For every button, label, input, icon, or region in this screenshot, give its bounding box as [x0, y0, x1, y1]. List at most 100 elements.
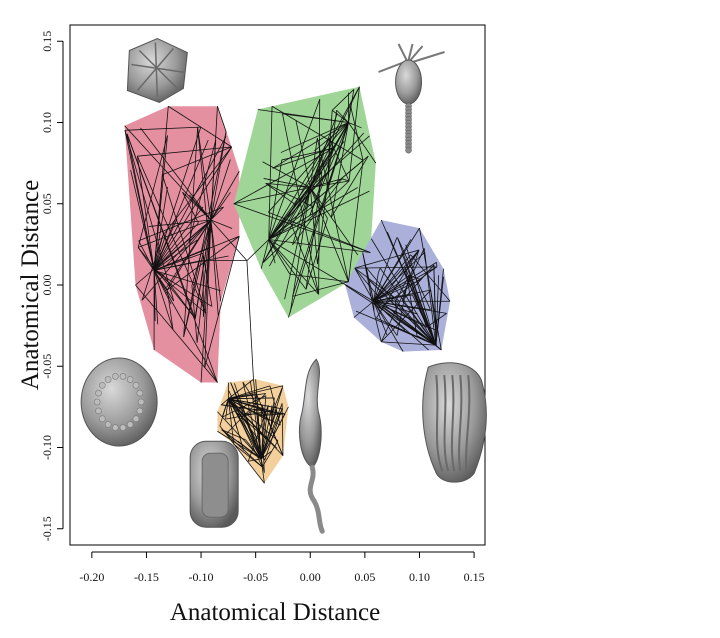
- tree-branch: [138, 240, 155, 271]
- tree-branch: [426, 313, 447, 328]
- x-tick-label: -0.20: [79, 570, 104, 584]
- tree-branch: [419, 228, 442, 351]
- tree-branch: [380, 248, 425, 343]
- tree-branch: [282, 113, 320, 295]
- tree-branch: [268, 187, 358, 240]
- y-tick-label: 0.00: [40, 275, 54, 296]
- tree-branch: [408, 275, 422, 281]
- tree-branch: [354, 266, 437, 269]
- tree-branch: [183, 131, 227, 337]
- tree-branch: [316, 138, 349, 282]
- x-tick-label: -0.10: [189, 570, 214, 584]
- tree-branch: [377, 268, 381, 273]
- tree-branch: [130, 169, 155, 271]
- tree-branch: [197, 127, 212, 221]
- tree-branch: [260, 395, 267, 459]
- tree-branch: [210, 206, 224, 221]
- tree-branch: [373, 300, 427, 328]
- tree-branch: [227, 398, 245, 451]
- tree-branch: [330, 155, 369, 218]
- tree-branch: [381, 341, 436, 346]
- tree-branch: [373, 311, 382, 342]
- tree-branch: [281, 403, 284, 456]
- tree-branch: [260, 239, 270, 269]
- tree-branch: [219, 425, 265, 484]
- tree-branch: [260, 408, 265, 473]
- tree-branch: [210, 131, 227, 221]
- tree-branch: [210, 171, 240, 221]
- tree-branch: [138, 219, 212, 248]
- tree-branch: [124, 130, 175, 302]
- tree-branch: [268, 239, 374, 302]
- tree-branch: [373, 300, 437, 346]
- tree-branch: [233, 443, 263, 468]
- tree-branch: [262, 86, 360, 263]
- tree-branch: [268, 239, 319, 295]
- tree-branch: [233, 203, 371, 253]
- tree-branch: [188, 139, 217, 243]
- tree-branch: [200, 219, 212, 383]
- y-axis-title: Anatomical Distance: [17, 180, 44, 390]
- y-tick-label: 0.10: [40, 112, 54, 133]
- tree-branch: [255, 393, 284, 456]
- tree-branch: [221, 429, 262, 460]
- tree-branch: [183, 219, 212, 337]
- tree-branch: [168, 105, 232, 148]
- tree-branch: [228, 378, 254, 400]
- tree-branch: [210, 219, 233, 229]
- tree-branch: [268, 106, 273, 240]
- tree-branch: [153, 270, 174, 330]
- tree-branch: [219, 398, 229, 427]
- tree-branch: [289, 187, 311, 313]
- tree-branch: [317, 110, 338, 265]
- tree-branch: [210, 159, 231, 221]
- tree-branch: [370, 280, 437, 346]
- tree-branch: [355, 310, 437, 346]
- tree-branch: [248, 425, 266, 461]
- tree-branch: [353, 300, 374, 318]
- tree-branch: [433, 264, 437, 346]
- x-tick-label: 0.10: [409, 570, 430, 584]
- tree-branch: [228, 385, 284, 400]
- specimen-images: [80, 37, 487, 534]
- tree-branch: [327, 110, 333, 172]
- tree-branch: [365, 267, 394, 302]
- tree-branch: [153, 235, 240, 271]
- tree-branch: [269, 122, 349, 267]
- tree-branch: [354, 267, 400, 302]
- elongated-stalk-fossil: [299, 358, 325, 534]
- tree-branch: [354, 267, 387, 307]
- tree-branch: [233, 147, 334, 205]
- tree-branch: [257, 109, 349, 123]
- tree-branch: [370, 238, 437, 346]
- tree-branch: [230, 382, 244, 411]
- tree-branch: [166, 289, 174, 330]
- tree-branch: [373, 275, 410, 302]
- tree-branch: [264, 408, 283, 461]
- tree-branch: [331, 110, 349, 123]
- x-axis-title: Anatomical Distance: [170, 599, 380, 626]
- tree-branch: [309, 187, 349, 282]
- tree-branch: [197, 127, 209, 236]
- tree-branch: [270, 397, 275, 425]
- tree-branch: [228, 397, 275, 400]
- folded-cup-fossil: [422, 362, 487, 483]
- y-tick-label: 0.15: [40, 31, 54, 52]
- tree-branch: [167, 235, 240, 291]
- plot-frame: [69, 24, 486, 546]
- tree-branch: [221, 404, 286, 415]
- tree-branch: [394, 302, 398, 320]
- tree-branch: [394, 275, 410, 303]
- tree-branch: [136, 156, 207, 314]
- tree-branch: [354, 267, 374, 302]
- tree-branch: [435, 268, 444, 346]
- tree-branch: [401, 249, 420, 301]
- tree-branch: [228, 398, 279, 442]
- tree-branch: [260, 408, 283, 460]
- tree-branch: [348, 89, 355, 123]
- tree-branch: [210, 219, 248, 261]
- tree-branch: [376, 249, 420, 319]
- tree-branch: [260, 458, 265, 484]
- tree-branch: [153, 106, 169, 271]
